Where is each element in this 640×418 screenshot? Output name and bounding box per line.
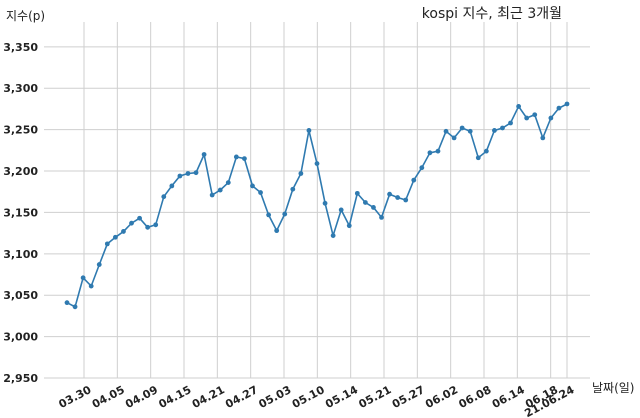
y-tick-label: 3,150 [3, 206, 38, 219]
data-point [298, 171, 304, 176]
data-point [129, 220, 134, 226]
data-point [306, 128, 312, 133]
data-point [88, 283, 94, 289]
y-tick-label: 2,950 [3, 372, 38, 385]
data-point [379, 214, 384, 220]
data-point [282, 211, 288, 217]
data-point [201, 152, 207, 157]
y-tick-label: 3,000 [3, 331, 38, 344]
y-tick-label: 3,050 [3, 289, 38, 302]
data-point [467, 128, 473, 134]
data-point [451, 135, 457, 141]
x-tick-label: 04.27 [223, 383, 260, 411]
data-point [112, 234, 118, 240]
x-tick-label: 05.14 [323, 383, 360, 411]
data-point [387, 191, 392, 197]
x-tick-label: 04.21 [190, 383, 227, 411]
data-point [475, 155, 481, 161]
x-tick-label: 04.09 [123, 383, 160, 411]
data-point [435, 148, 441, 154]
data-point [72, 304, 78, 310]
data-point [217, 187, 223, 193]
data-point [153, 222, 159, 228]
data-point [266, 212, 272, 218]
data-point [540, 135, 546, 141]
data-point [443, 128, 449, 134]
data-point [145, 224, 151, 230]
data-point [532, 112, 538, 118]
chart-title: kospi 지수, 최근 3개월 [422, 6, 562, 22]
y-tick-label: 3,200 [3, 165, 38, 178]
x-tick-label: 05.03 [257, 383, 294, 411]
data-point [556, 105, 562, 111]
x-tick-label: 04.05 [90, 383, 127, 411]
x-tick-label: 06.08 [457, 383, 494, 411]
data-point [346, 223, 352, 229]
data-point [193, 170, 199, 176]
data-point [242, 156, 247, 162]
data-point [330, 233, 336, 239]
y-tick-label: 3,250 [3, 124, 38, 137]
data-point [459, 125, 465, 131]
data-point [250, 183, 255, 189]
x-tick-label: 05.10 [290, 383, 327, 411]
grid-lines [44, 22, 590, 379]
series-kospi [64, 101, 570, 310]
data-point [419, 165, 425, 171]
y-tick-labels: 2,950 3,000 3,050 3,100 3,150 3,200 3,250 3,300… [3, 41, 38, 385]
data-point [80, 275, 86, 281]
y-tick-label: 3,300 [3, 82, 38, 95]
data-point [483, 148, 489, 154]
x-tick-label: 03.30 [57, 383, 94, 411]
data-point [508, 120, 513, 126]
data-point [354, 190, 360, 196]
data-point [161, 194, 167, 200]
data-point [338, 207, 344, 213]
data-point [500, 125, 505, 131]
data-point [169, 183, 175, 189]
data-point [362, 200, 368, 205]
data-point [121, 229, 126, 234]
data-point [411, 177, 417, 183]
data-point [64, 300, 70, 306]
x-tick-label: 06.14 [490, 383, 527, 411]
data-point [225, 180, 231, 186]
data-point [564, 101, 570, 107]
data-point [233, 154, 239, 160]
data-point [137, 215, 142, 221]
y-tick-label: 3,100 [3, 248, 38, 261]
data-point [314, 161, 320, 166]
x-tick-label: 04.15 [157, 383, 194, 411]
x-tick-label: 05.21 [357, 383, 394, 411]
x-axis-label: 날짜(일) [592, 381, 634, 395]
x-tick-label: 05.27 [390, 383, 427, 411]
data-point [258, 190, 263, 195]
data-point [403, 197, 409, 203]
data-point [524, 115, 530, 121]
x-tick-labels: 03.3004.0504.0904.1504.2104.2705.0305.10… [57, 383, 577, 418]
data-point [185, 171, 191, 176]
data-point [516, 104, 522, 109]
data-point [371, 205, 376, 210]
y-axis-label: 지수(p) [6, 9, 45, 23]
x-tick-label: 06.02 [423, 383, 460, 411]
data-point [96, 262, 102, 267]
data-point [290, 186, 296, 192]
data-point [274, 228, 280, 234]
data-point [395, 195, 401, 200]
data-point [177, 173, 183, 179]
data-point [492, 128, 497, 133]
data-point [427, 150, 433, 156]
data-point [322, 200, 328, 206]
data-point [209, 192, 215, 198]
data-point [104, 241, 110, 247]
data-point [548, 115, 554, 121]
y-tick-label: 3,350 [3, 41, 38, 54]
